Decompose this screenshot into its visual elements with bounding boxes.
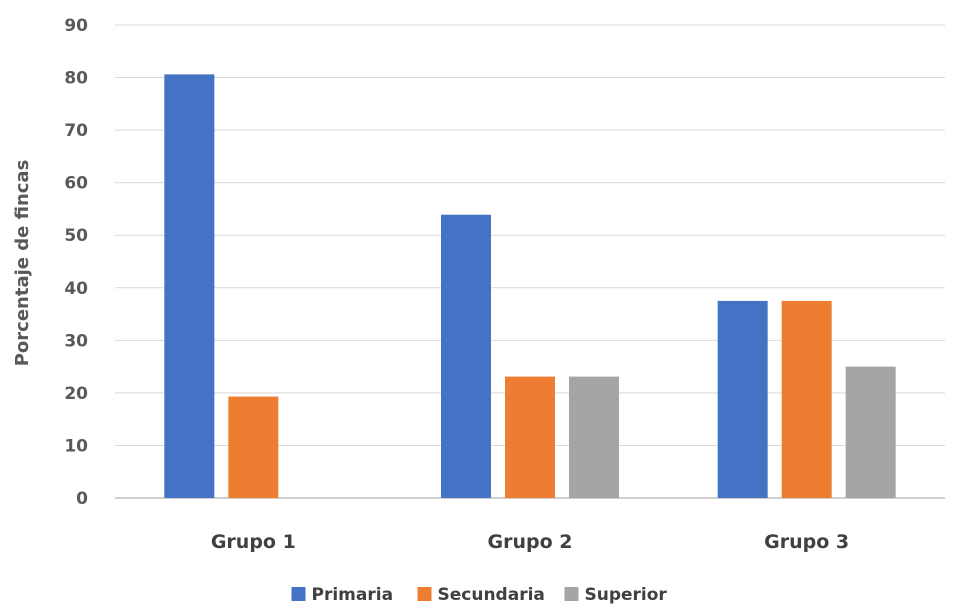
legend-label: Secundaria [438,585,545,605]
legend-swatch [291,587,306,601]
y-tick-label: 0 [76,489,88,509]
y-tick-label: 20 [64,384,88,404]
bar-primaria [441,214,491,498]
y-tick-label: 50 [64,226,88,246]
bar-superior [569,376,619,498]
legend-label: Primaria [312,585,394,605]
bar-secundaria [781,300,832,498]
x-axis-labels: Grupo 1 Grupo 2 Grupo 3 [211,531,849,553]
bar-primaria [717,300,768,498]
bar-primaria [164,74,215,498]
y-tick-label: 10 [64,436,88,456]
bar-superior [845,366,896,498]
y-axis-title: Porcentaje de fincas [12,160,33,367]
y-axis-ticks: 0 10 20 30 40 50 60 70 80 90 [64,16,88,509]
y-tick-label: 60 [64,174,88,194]
y-tick-label: 30 [64,331,88,351]
legend-swatch [417,587,432,601]
legend-label: Superior [585,585,668,605]
y-tick-label: 70 [64,121,88,141]
legend: Primaria Secundaria Superior [291,585,668,605]
x-tick-label: Grupo 3 [764,531,849,553]
legend-swatch [564,587,579,601]
y-tick-label: 90 [64,16,88,36]
x-tick-label: Grupo 1 [211,531,296,553]
y-tick-label: 80 [64,69,88,89]
y-tick-label: 40 [64,279,88,299]
bar-secundaria [228,396,279,498]
bar-secundaria [505,376,555,498]
x-tick-label: Grupo 2 [488,531,573,553]
bars [164,74,896,498]
